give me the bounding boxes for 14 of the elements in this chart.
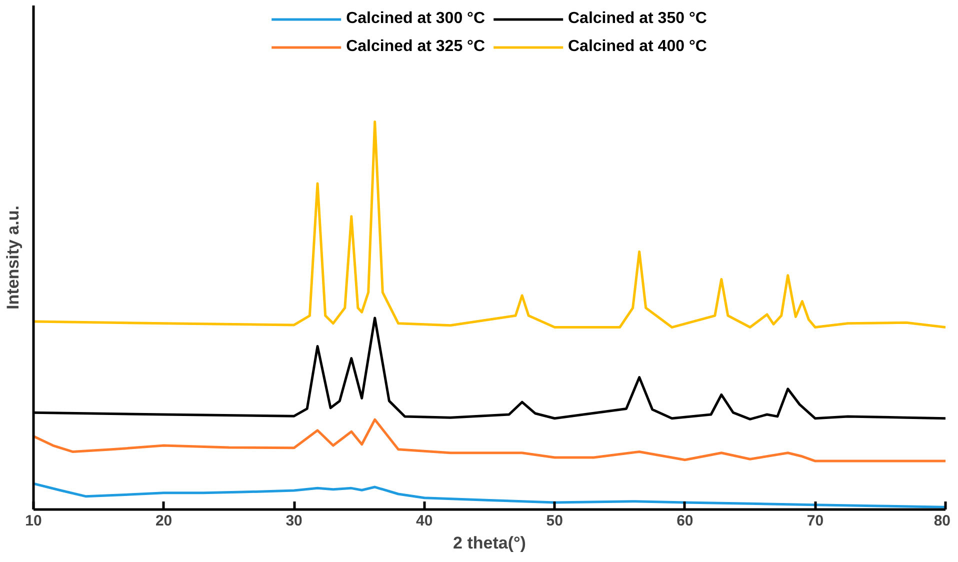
legend-label: Calcined at 400 °C <box>568 38 707 56</box>
x-tick-label: 60 <box>676 512 694 530</box>
x-tick-label: 40 <box>416 512 433 530</box>
x-tick-label: 30 <box>286 512 302 530</box>
x-tick-label: 10 <box>25 512 42 530</box>
x-axis-title: 2 theta(°) <box>453 534 526 552</box>
legend-label: Calcined at 325 °C <box>346 38 485 56</box>
x-tick-label: 20 <box>155 512 172 530</box>
x-tick-label: 50 <box>546 512 563 530</box>
x-tick-label: 80 <box>934 512 951 530</box>
legend-label: Calcined at 350 °C <box>568 10 707 28</box>
y-axis-title: Intensity a.u. <box>4 206 22 310</box>
x-tick-label: 70 <box>806 512 824 530</box>
legend-label: Calcined at 300 °C <box>346 10 485 28</box>
